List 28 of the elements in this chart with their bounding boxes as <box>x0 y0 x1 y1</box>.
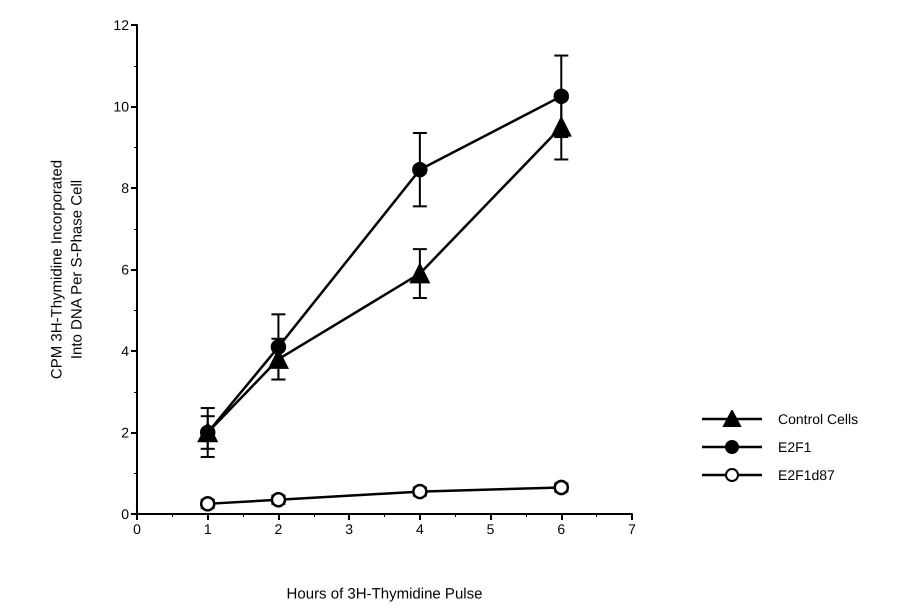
y-tick-label: 8 <box>121 180 130 196</box>
point <box>552 117 572 137</box>
y-tick-label: 12 <box>113 17 130 33</box>
point <box>270 492 286 508</box>
x-tick-label: 2 <box>274 521 283 537</box>
x-tick-label: 4 <box>416 521 424 537</box>
x-tick-label: 3 <box>345 521 354 537</box>
point <box>410 264 430 284</box>
y-tick-label: 6 <box>121 262 130 278</box>
point <box>554 88 570 104</box>
point <box>554 480 570 496</box>
y-tick-label: 4 <box>121 343 130 359</box>
legend-label: E2F1d87 <box>778 467 835 483</box>
x-tick-label: 0 <box>133 521 142 537</box>
x-tick-label: 7 <box>628 521 636 537</box>
y-tick-label: 10 <box>113 98 130 114</box>
point <box>412 162 428 178</box>
x-tick-label: 5 <box>486 521 495 537</box>
y-tick-label: 0 <box>121 506 130 522</box>
legend-label: E2F1 <box>778 439 812 455</box>
point <box>200 496 216 512</box>
x-tick-label: 1 <box>204 521 212 537</box>
y-axis-title: CPM 3H-Thymidine Incorporated Into DNA Per S-Phase Cell <box>48 160 86 380</box>
point <box>412 484 428 500</box>
y-tick-label: 2 <box>121 424 130 440</box>
legend-label: Control Cells <box>778 411 858 427</box>
x-axis-title: Hours of 3H-Thymidine Pulse <box>286 586 482 602</box>
x-tick-label: 6 <box>557 521 566 537</box>
